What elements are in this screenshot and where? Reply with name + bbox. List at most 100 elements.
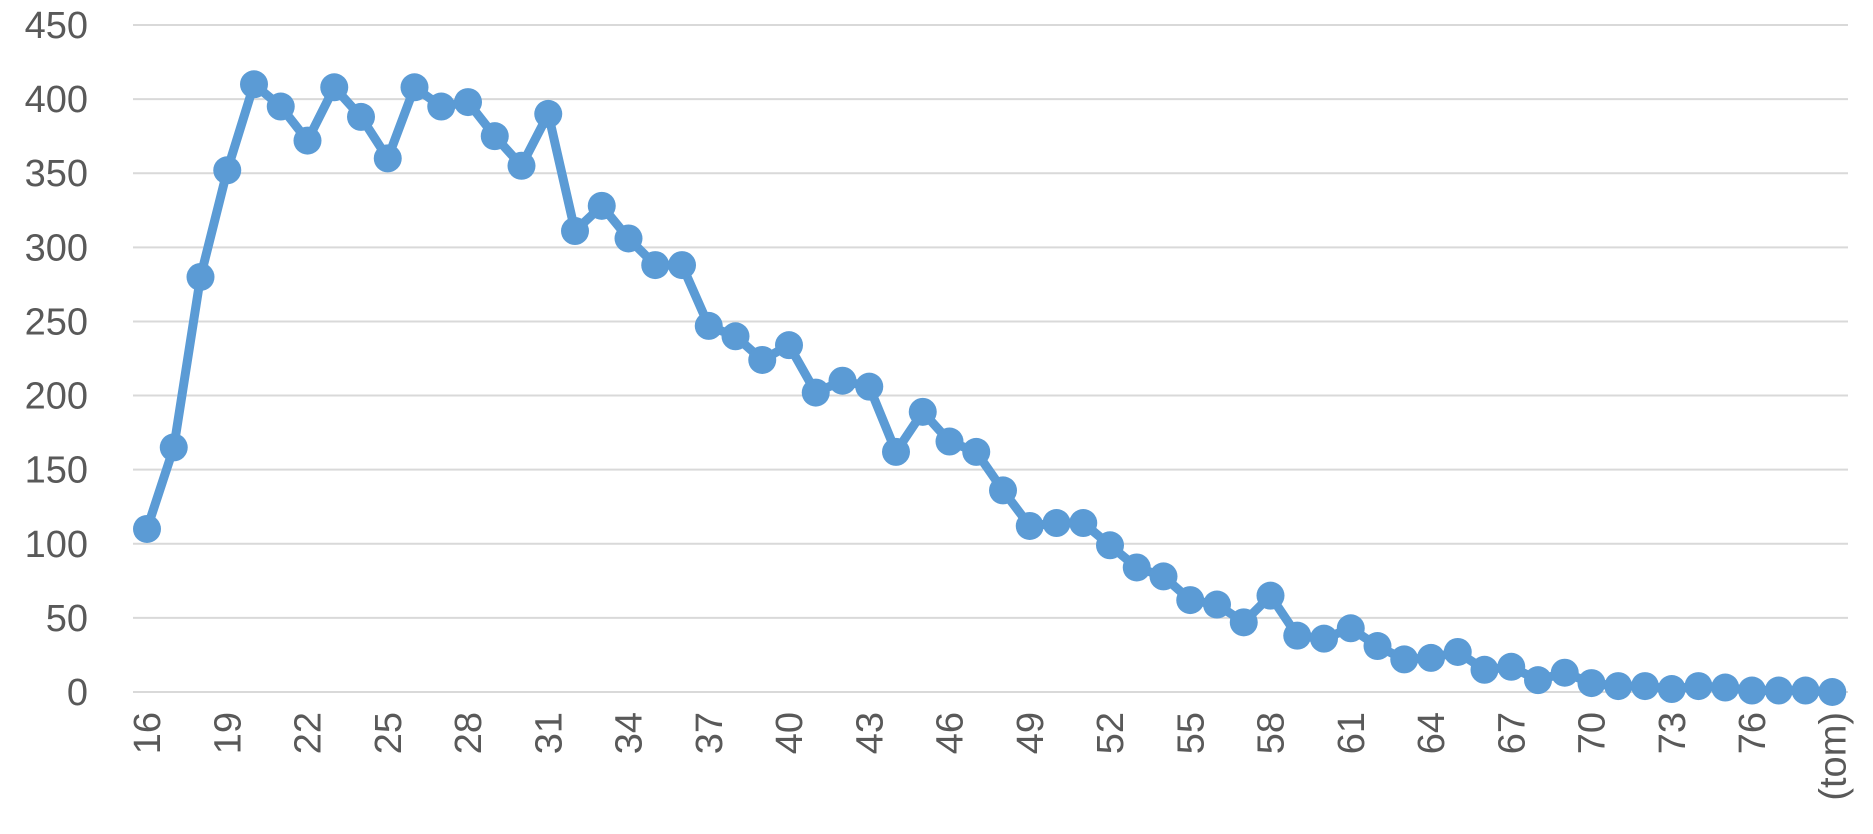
data-point — [587, 191, 616, 220]
data-point — [668, 251, 696, 280]
data-point — [721, 322, 750, 351]
data-point — [534, 99, 563, 128]
y-tick-label: 50 — [46, 598, 88, 640]
x-tick-label: 40 — [769, 712, 811, 754]
data-point — [1042, 509, 1071, 538]
y-tick-label: 400 — [25, 79, 88, 121]
data-point — [1684, 672, 1713, 701]
data-point — [507, 151, 536, 180]
data-point — [1069, 509, 1098, 538]
data-point — [882, 437, 910, 466]
y-tick-label: 150 — [25, 450, 88, 492]
data-point — [801, 378, 830, 407]
y-tick-label: 300 — [25, 227, 88, 269]
data-point — [962, 437, 991, 466]
data-point — [347, 102, 375, 131]
data-point — [935, 427, 964, 456]
data-point — [159, 433, 188, 462]
y-tick-label: 100 — [25, 524, 88, 566]
x-tick-label: 28 — [448, 712, 490, 754]
data-point — [561, 217, 589, 246]
y-tick-label: 350 — [25, 153, 88, 195]
x-tick-label: 64 — [1411, 712, 1453, 754]
data-point — [1631, 672, 1659, 701]
x-tick-label: 43 — [849, 712, 891, 754]
x-tick-label: 73 — [1652, 712, 1694, 754]
data-point — [213, 156, 242, 185]
x-tick-label: 22 — [288, 712, 330, 754]
data-point — [989, 476, 1017, 505]
data-point — [1738, 676, 1766, 705]
x-tick-label: 34 — [609, 712, 651, 754]
data-point — [641, 251, 670, 280]
data-point — [748, 345, 777, 374]
x-tick-label: 46 — [930, 712, 972, 754]
data-point — [1550, 658, 1579, 687]
x-tick-label: 55 — [1170, 712, 1212, 754]
data-point — [1229, 608, 1258, 637]
data-point — [480, 122, 509, 151]
data-point — [1149, 562, 1178, 591]
x-tick-label: 19 — [207, 712, 249, 754]
x-tick-label: 16 — [127, 712, 169, 754]
x-tick-label: 76 — [1732, 712, 1774, 754]
x-tick-label: 58 — [1251, 712, 1293, 754]
data-point — [133, 514, 161, 543]
data-point — [400, 73, 429, 102]
data-point — [1417, 643, 1445, 672]
data-point — [1818, 678, 1847, 706]
data-point — [694, 311, 723, 340]
y-tick-label: 200 — [25, 376, 88, 418]
data-point — [1791, 676, 1820, 705]
data-point — [1764, 676, 1793, 705]
data-point — [855, 372, 884, 401]
data-point — [908, 397, 937, 426]
data-point — [1203, 590, 1231, 619]
data-point — [240, 70, 268, 99]
series-layer — [133, 70, 1847, 706]
data-point — [775, 331, 803, 360]
y-tick-label: 450 — [25, 5, 88, 47]
y-tick-label: 250 — [25, 301, 88, 343]
data-point — [1363, 632, 1392, 661]
data-point — [1096, 531, 1124, 560]
x-tick-label: 37 — [689, 712, 731, 754]
x-tick-label: 70 — [1572, 712, 1614, 754]
data-point — [1256, 581, 1285, 610]
data-point — [614, 224, 643, 253]
data-point — [320, 73, 349, 102]
data-point — [1443, 637, 1472, 666]
x-axis-tick-labels: 16 19 22 25 28 31 34 37 40 43 46 49 52 55 58 61 64 67 70 73… — [127, 712, 1854, 801]
data-point — [373, 144, 402, 173]
data-point — [266, 92, 295, 121]
data-point — [1336, 614, 1365, 643]
x-tick-label: 31 — [528, 712, 570, 754]
x-tick-label: 67 — [1491, 712, 1533, 754]
x-tick-label: 52 — [1090, 712, 1132, 754]
data-point — [1577, 669, 1606, 698]
y-tick-label: 0 — [67, 672, 88, 714]
data-point — [186, 262, 215, 291]
data-point — [1497, 652, 1526, 681]
data-point — [1524, 666, 1552, 695]
data-point — [293, 126, 322, 155]
data-point — [427, 92, 456, 121]
x-tick-label: (tom) — [1812, 712, 1854, 801]
data-point — [1283, 621, 1312, 650]
data-point — [1657, 675, 1686, 704]
data-point — [1176, 586, 1205, 615]
series-line — [142, 79, 1837, 697]
data-point — [1470, 655, 1499, 684]
gridlines — [133, 24, 1848, 693]
data-point — [454, 88, 482, 117]
x-tick-label: 49 — [1010, 712, 1052, 754]
y-axis-tick-labels: 0 50 100 150 200 250 300 350 400 450 — [25, 5, 88, 714]
x-tick-label: 25 — [368, 712, 410, 754]
data-point — [1390, 645, 1419, 674]
data-point — [1310, 624, 1338, 653]
data-point — [1711, 673, 1740, 702]
data-point — [828, 366, 857, 395]
data-point — [1604, 672, 1633, 701]
